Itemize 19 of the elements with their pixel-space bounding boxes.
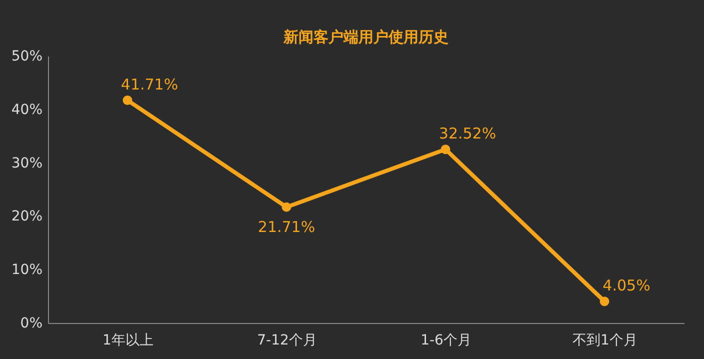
text: 4.05% [602,276,650,294]
x-tick-label: 不到1个月 [572,332,638,348]
text: 41.71% [120,75,178,94]
y-tick-label: 30% [11,155,42,172]
chart-title: 新闻客户端用户使用历史 [282,28,448,46]
y-tick-label: 10% [11,262,42,278]
point [600,296,610,306]
y-tick-label: 20% [11,208,42,225]
point [282,202,292,212]
x-tick-label: 1年以上 [102,332,154,348]
y-tick-label: 0% [20,316,42,332]
y-tick-label: 50% [11,48,42,64]
text: 21.71% [258,218,316,236]
x-tick-label: 7-12个月 [257,332,317,348]
point [122,96,132,105]
text: 32.52% [438,124,496,142]
point [440,144,450,154]
y-tick-label: 40% [11,102,42,118]
x-tick-label: 1-6个月 [420,332,472,348]
